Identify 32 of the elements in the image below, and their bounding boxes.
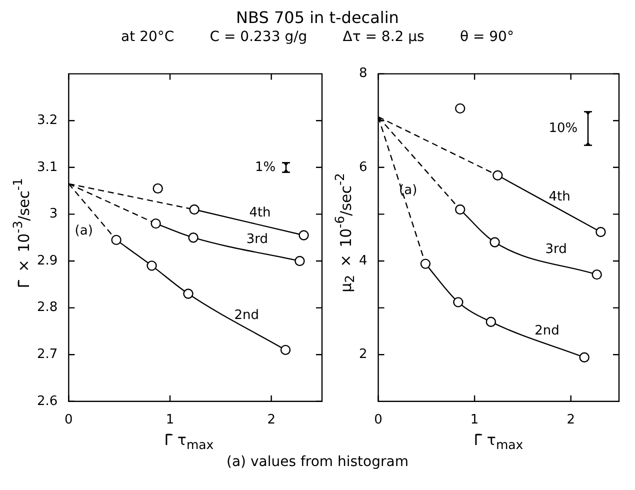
x-tick-label: 1 [470,412,479,428]
x-tick-label: 0 [64,412,73,428]
y-tick-label: 2.8 [36,300,58,316]
y-tick-label: 2.6 [36,394,58,409]
series-label: 4th [548,190,570,205]
series-label: 4th [249,205,271,220]
y-tick-label: 8 [358,66,368,82]
chart-title: NBS 705 in t-decalin [235,8,400,27]
y-tick-label: 2.9 [36,253,58,268]
x-tick-label: 2 [566,412,575,428]
x-tick-label: 0 [374,412,382,428]
series-label: 2nd [534,324,560,339]
y-tick-label: 2.7 [36,346,58,362]
y-tick-label: 3.1 [36,160,58,175]
y-tick-label: 2 [358,346,368,362]
series-label: 3rd [545,242,567,258]
x-axis-title: Γ̄ τ$_{max}$ [163,431,215,452]
x-tick-label: 1 [166,412,174,428]
text: (a) values from histogram [226,454,410,470]
y-tick-label: 3 [49,206,58,222]
x-axis-title: Γ̄ τ$_{max}$ [472,431,524,452]
series-label: 2nd [234,308,259,323]
annotation: 1% [254,160,276,175]
chart-subtitle: at 20°C C = 0.233 g/g Δτ = 8.2 μs θ = 90° [120,29,515,47]
annotation: 10% [548,120,578,136]
y-tick-label: 6 [358,160,368,175]
x-tick-label: 2 [267,412,276,428]
annotation: (a) [399,183,418,198]
annotation: (a) [74,223,93,238]
y-tick-label: 4 [358,253,368,268]
series-label: 3rd [246,232,268,248]
y-tick-label: 3.2 [36,112,58,128]
